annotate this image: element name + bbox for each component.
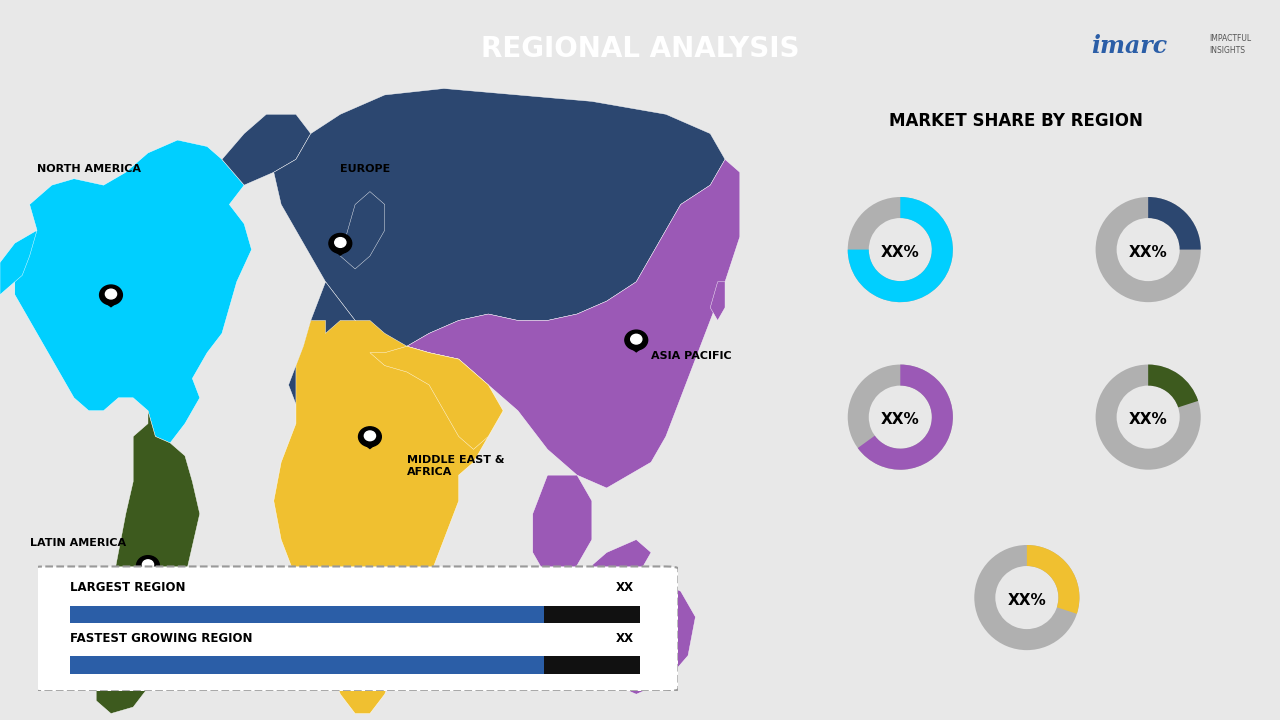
Circle shape (365, 431, 375, 441)
FancyBboxPatch shape (544, 606, 640, 624)
Wedge shape (858, 364, 952, 469)
Text: imarc: imarc (1091, 34, 1167, 58)
Wedge shape (847, 197, 952, 302)
Text: EUROPE: EUROPE (340, 164, 390, 174)
Polygon shape (710, 282, 724, 320)
Polygon shape (591, 578, 695, 694)
Wedge shape (1027, 545, 1079, 614)
Text: XX%: XX% (1129, 413, 1167, 427)
Polygon shape (274, 89, 724, 353)
FancyBboxPatch shape (32, 567, 678, 691)
Text: REGIONAL ANALYSIS: REGIONAL ANALYSIS (481, 35, 799, 63)
Text: IMPACTFUL
INSIGHTS: IMPACTFUL INSIGHTS (1210, 34, 1252, 55)
Circle shape (335, 238, 346, 248)
Polygon shape (591, 539, 652, 578)
Text: XX%: XX% (1007, 593, 1046, 608)
Wedge shape (1096, 197, 1201, 302)
Polygon shape (362, 443, 378, 449)
Circle shape (358, 427, 381, 446)
Text: ASIA PACIFIC: ASIA PACIFIC (652, 351, 732, 361)
Wedge shape (847, 197, 952, 302)
Polygon shape (288, 282, 385, 410)
Circle shape (631, 334, 641, 344)
Text: XX%: XX% (881, 245, 919, 260)
Text: XX: XX (616, 581, 634, 595)
Circle shape (137, 556, 160, 575)
Wedge shape (1148, 197, 1201, 250)
Text: XX%: XX% (881, 413, 919, 427)
Text: FASTEST GROWING REGION: FASTEST GROWING REGION (70, 631, 253, 645)
Text: NORTH AMERICA: NORTH AMERICA (37, 164, 141, 174)
Polygon shape (532, 475, 591, 591)
Polygon shape (221, 114, 311, 185)
Wedge shape (1148, 364, 1198, 408)
Text: MARKET SHARE BY REGION: MARKET SHARE BY REGION (890, 112, 1143, 130)
Circle shape (329, 233, 352, 253)
Polygon shape (96, 410, 200, 714)
Circle shape (625, 330, 648, 350)
Wedge shape (847, 364, 952, 469)
Polygon shape (407, 159, 740, 488)
Polygon shape (15, 140, 252, 443)
Polygon shape (140, 572, 156, 578)
Polygon shape (340, 192, 385, 269)
Polygon shape (332, 250, 348, 256)
Circle shape (142, 560, 154, 570)
Circle shape (100, 285, 123, 305)
Wedge shape (1096, 364, 1201, 469)
Text: MIDDLE EAST &
AFRICA: MIDDLE EAST & AFRICA (407, 455, 504, 477)
Circle shape (105, 289, 116, 299)
Text: XX%: XX% (1129, 245, 1167, 260)
FancyBboxPatch shape (70, 606, 544, 624)
FancyBboxPatch shape (544, 656, 640, 674)
Polygon shape (274, 320, 503, 714)
Polygon shape (628, 346, 645, 353)
Text: LATIN AMERICA: LATIN AMERICA (29, 538, 125, 548)
Polygon shape (0, 230, 37, 294)
Polygon shape (102, 301, 119, 307)
Text: XX: XX (616, 631, 634, 645)
Text: LARGEST REGION: LARGEST REGION (70, 581, 186, 595)
FancyBboxPatch shape (70, 656, 544, 674)
Wedge shape (974, 545, 1079, 650)
Polygon shape (370, 346, 503, 449)
